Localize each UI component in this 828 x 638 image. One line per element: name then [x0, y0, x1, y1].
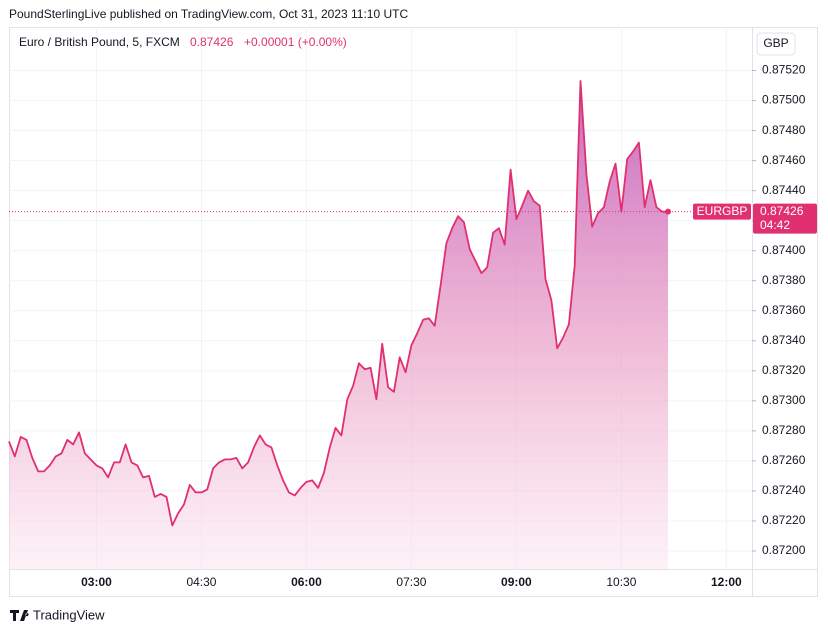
line: [8, 80, 668, 527]
x-tick-label: 07:30: [396, 575, 426, 589]
y-tick-label: 0.87240: [762, 483, 806, 497]
plot: [8, 80, 672, 569]
ticker-box: [693, 203, 751, 220]
y-tick-label: 0.87380: [762, 273, 806, 287]
currency-box: [756, 32, 796, 56]
y-tick-label: 0.87400: [762, 243, 806, 257]
x-tick-label: 03:00: [81, 575, 112, 589]
y-tick-label: 0.87280: [762, 423, 806, 437]
frame: [9, 27, 818, 597]
header: PoundSterlingLive published on TradingVi…: [9, 7, 408, 21]
y-tick-label: 0.87200: [762, 543, 806, 557]
symbol: Euro / British Pound, 5, FXCM: [19, 35, 180, 49]
y-tick-label: 0.87340: [762, 333, 806, 347]
area: [9, 81, 668, 569]
brand: TradingView: [33, 607, 105, 622]
y-tick-label: 0.87220: [762, 513, 806, 527]
price-box: [753, 203, 817, 234]
x-tick-label: 06:00: [291, 575, 322, 589]
countdown: 04:42: [760, 218, 790, 232]
legend-change: +0.00001 (+0.00%): [244, 35, 347, 49]
ticker-label: EURGBP: [697, 204, 748, 218]
y-tick-label: 0.87440: [762, 183, 806, 197]
x-tick-label: 12:00: [711, 575, 742, 589]
x-tick-label: 09:00: [501, 575, 532, 589]
legend-price: 0.87426: [190, 35, 234, 49]
y-tick-label: 0.87500: [762, 93, 806, 107]
currency: GBP: [763, 36, 788, 50]
price-label: 0.87426: [760, 204, 804, 218]
y-tick-label: 0.87360: [762, 303, 806, 317]
y-tick-label: 0.87260: [762, 453, 806, 467]
x-tick-label: 04:30: [186, 575, 216, 589]
y-tick-label: 0.87480: [762, 123, 806, 137]
y-tick-label: 0.87300: [762, 393, 806, 407]
x-tick-label: 10:30: [606, 575, 636, 589]
last-point: [665, 208, 672, 215]
y-tick-label: 0.87520: [762, 63, 806, 77]
y-tick-label: 0.87460: [762, 153, 806, 167]
y-tick-label: 0.87320: [762, 363, 806, 377]
footer-logo: [10, 610, 29, 621]
